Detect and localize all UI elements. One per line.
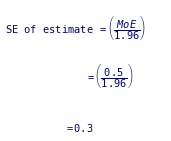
Text: SE of estimate $= \left(\dfrac{\mathit{MoE}}{1.96}\right)$: SE of estimate $= \left(\dfrac{\mathit{M…: [5, 14, 146, 42]
Text: $= \left(\dfrac{0.5}{1.96}\right)$: $= \left(\dfrac{0.5}{1.96}\right)$: [86, 62, 133, 90]
Text: $= 0.3$: $= 0.3$: [65, 122, 94, 134]
